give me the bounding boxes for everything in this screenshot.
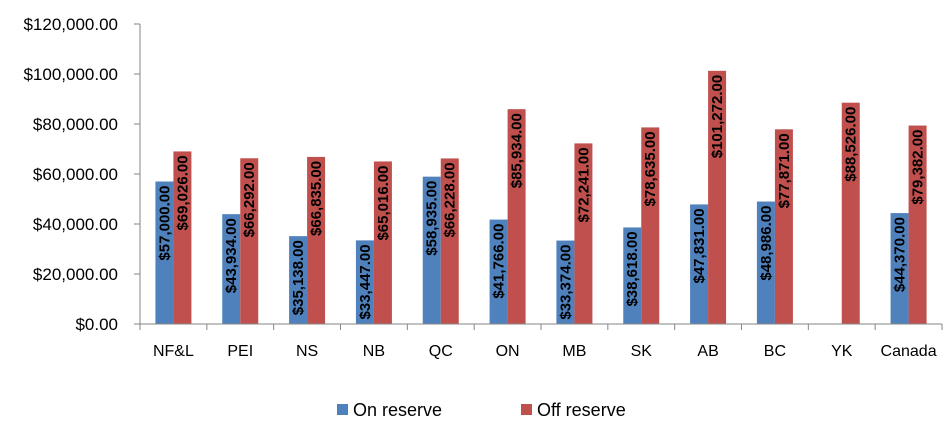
bar-off-reserve <box>841 102 860 324</box>
data-label: $66,228.00 <box>442 162 459 237</box>
x-tick-label: NB <box>363 343 385 360</box>
x-tick-label: AB <box>697 343 718 360</box>
bar-on-reserve <box>556 240 575 324</box>
y-tick-label: $120,000.00 <box>23 15 118 34</box>
bar-off-reserve <box>908 125 927 324</box>
bar-off-reserve <box>641 127 660 324</box>
bar-on-reserve <box>422 176 441 324</box>
x-tick-label: SK <box>631 343 653 360</box>
data-label: $77,871.00 <box>776 133 793 208</box>
data-label: $78,635.00 <box>642 131 659 206</box>
data-label: $35,138.00 <box>290 240 307 315</box>
bar-on-reserve <box>289 236 308 324</box>
bar-on-reserve <box>756 201 775 324</box>
bar-on-reserve <box>890 213 909 324</box>
bar-on-reserve <box>355 240 374 324</box>
y-tick-label: $60,000.00 <box>33 165 118 184</box>
legend-swatch-off-reserve <box>521 404 532 415</box>
bar-off-reserve <box>307 156 326 324</box>
data-label: $47,831.00 <box>691 208 708 283</box>
data-label: $65,016.00 <box>375 165 392 240</box>
x-tick-label: MB <box>562 343 586 360</box>
data-label: $101,272.00 <box>709 75 726 158</box>
data-label: $41,766.00 <box>491 224 508 299</box>
x-tick-label: BC <box>764 343 786 360</box>
bar-off-reserve <box>373 161 392 324</box>
bar-on-reserve <box>623 227 642 324</box>
data-label: $72,241.00 <box>575 147 592 222</box>
legend-label-off-reserve: Off reserve <box>537 400 626 420</box>
y-tick-label: $0.00 <box>75 315 118 334</box>
x-tick-label: QC <box>429 343 453 360</box>
data-label: $88,526.00 <box>843 107 860 182</box>
bar-off-reserve <box>574 143 593 324</box>
x-tick-label: NF&L <box>153 343 194 360</box>
data-label: $66,292.00 <box>241 162 258 237</box>
data-label: $33,447.00 <box>357 244 374 319</box>
data-label: $58,935.00 <box>424 181 441 256</box>
x-tick-label: ON <box>496 343 520 360</box>
bar-off-reserve <box>507 109 526 324</box>
y-axis: $0.00 $20,000.00 $40,000.00 $60,000.00 $80,0… <box>23 15 141 334</box>
x-axis: NF&L PEI NS NB QC ON MB SK AB BC YK Canada <box>139 323 943 360</box>
bar-off-reserve <box>774 129 793 324</box>
bars <box>155 70 927 324</box>
bar-on-reserve <box>222 214 241 324</box>
data-label: $79,382.00 <box>910 130 927 205</box>
legend-label-on-reserve: On reserve <box>353 400 442 420</box>
bar-on-reserve <box>155 181 174 324</box>
bar-off-reserve <box>240 158 259 324</box>
bar-off-reserve <box>708 70 727 324</box>
data-labels: $57,000.00 $69,026.00 $43,934.00$66,292.00… <box>156 75 926 320</box>
data-label: $66,835.00 <box>308 161 325 236</box>
bar-off-reserve <box>440 158 459 324</box>
x-tick-label: PEI <box>227 343 253 360</box>
x-tick-label: Canada <box>881 343 937 360</box>
data-label: $33,374.00 <box>557 245 574 320</box>
y-tick-label: $100,000.00 <box>23 65 118 84</box>
legend: On reserve Off reserve <box>337 400 626 420</box>
y-tick-label: $40,000.00 <box>33 215 118 234</box>
bar-on-reserve <box>489 219 508 324</box>
bar-on-reserve <box>690 204 709 324</box>
legend-swatch-on-reserve <box>337 404 348 415</box>
y-tick-label: $80,000.00 <box>33 115 118 134</box>
data-label: $38,618.00 <box>624 231 641 306</box>
data-label: $69,026.00 <box>174 155 191 230</box>
y-tick-label: $20,000.00 <box>33 265 118 284</box>
data-label: $85,934.00 <box>509 113 526 188</box>
data-label: $57,000.00 <box>156 186 173 261</box>
data-label: $48,986.00 <box>758 206 775 281</box>
bar-off-reserve <box>173 151 192 324</box>
data-label: $44,370.00 <box>892 217 909 292</box>
x-tick-label: NS <box>296 343 318 360</box>
data-label: $43,934.00 <box>223 218 240 293</box>
x-tick-label: YK <box>831 343 853 360</box>
